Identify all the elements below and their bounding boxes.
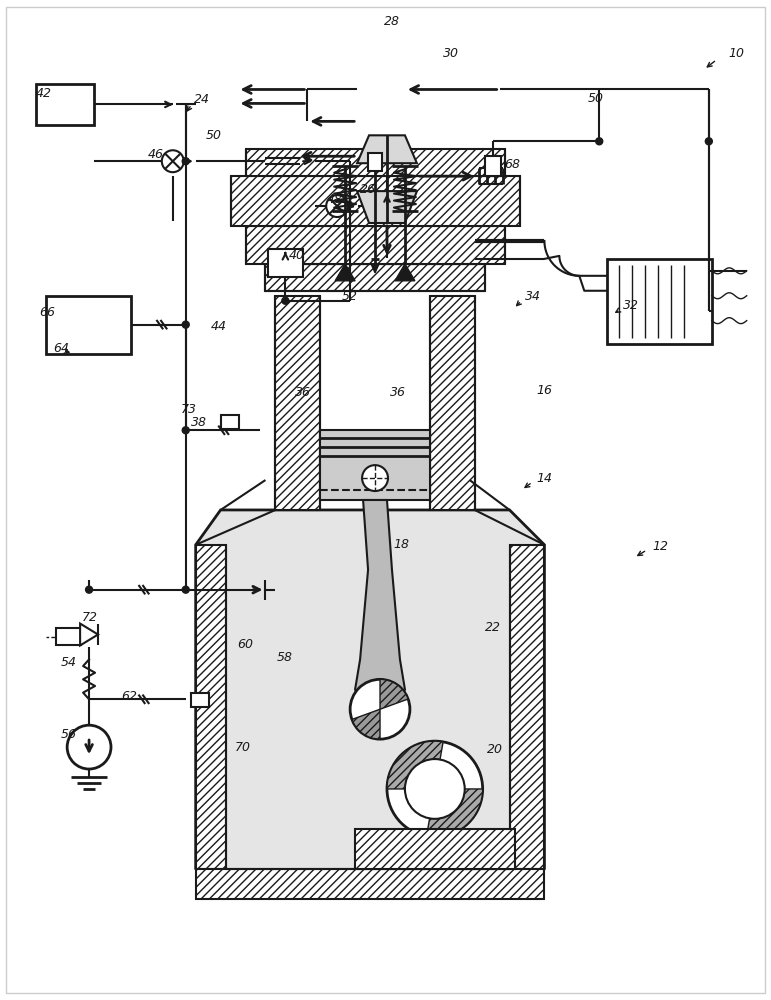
Bar	[275, 296, 320, 510]
Text: 70: 70	[234, 741, 251, 754]
Bar	[196, 545, 226, 869]
Text: 56: 56	[61, 728, 77, 741]
Bar	[36, 84, 94, 125]
Wedge shape	[380, 679, 408, 709]
Text: 40: 40	[288, 249, 305, 262]
Text: 14: 14	[537, 472, 553, 485]
Circle shape	[405, 759, 465, 819]
Text: 24: 24	[194, 93, 210, 106]
Polygon shape	[395, 264, 415, 281]
Bar	[355, 829, 514, 869]
Text: 62: 62	[121, 690, 137, 703]
Bar	[485, 156, 500, 176]
Polygon shape	[335, 264, 355, 281]
Circle shape	[182, 158, 189, 165]
Polygon shape	[357, 191, 417, 223]
Bar	[268, 249, 303, 277]
Bar	[265, 264, 485, 291]
Text: 28: 28	[384, 15, 400, 28]
Wedge shape	[352, 709, 380, 739]
Text: 38: 38	[190, 416, 207, 429]
Text: 58: 58	[276, 651, 292, 664]
Text: 10: 10	[729, 47, 745, 60]
Circle shape	[182, 321, 189, 328]
Text: 68: 68	[504, 158, 520, 171]
Circle shape	[182, 427, 189, 434]
Text: 12: 12	[652, 540, 668, 553]
Text: 50: 50	[588, 92, 603, 105]
Bar	[430, 296, 475, 510]
Polygon shape	[80, 624, 98, 645]
Bar	[190, 693, 209, 707]
Text: 36: 36	[295, 386, 311, 399]
Text: 64: 64	[53, 342, 69, 355]
Bar	[368, 153, 382, 171]
Bar	[245, 149, 504, 176]
Polygon shape	[355, 500, 405, 714]
Text: 60: 60	[237, 638, 254, 651]
Bar	[56, 628, 81, 645]
Text: 22: 22	[485, 621, 500, 634]
Bar	[196, 869, 544, 899]
Wedge shape	[387, 741, 443, 789]
Wedge shape	[426, 789, 483, 837]
Text: 42: 42	[36, 87, 52, 100]
Bar	[46, 296, 131, 354]
Bar	[221, 415, 238, 429]
Text: 20: 20	[487, 743, 503, 756]
Circle shape	[326, 195, 348, 217]
Circle shape	[362, 465, 388, 491]
Text: 16: 16	[537, 384, 553, 397]
Circle shape	[282, 297, 289, 304]
Bar	[245, 226, 504, 264]
Text: 50: 50	[206, 129, 221, 142]
Text: 44: 44	[210, 320, 227, 333]
Text: 52: 52	[342, 290, 359, 303]
Circle shape	[387, 741, 483, 837]
Text: 36: 36	[390, 386, 406, 399]
Text: 26: 26	[360, 183, 376, 196]
Text: 73: 73	[180, 403, 197, 416]
Polygon shape	[320, 430, 430, 500]
Text: 46: 46	[148, 148, 164, 161]
Circle shape	[596, 138, 603, 145]
Polygon shape	[357, 135, 417, 163]
Circle shape	[86, 586, 93, 593]
Text: 72: 72	[82, 611, 98, 624]
Text: 66: 66	[39, 306, 56, 319]
Text: 54: 54	[61, 656, 77, 669]
Circle shape	[162, 150, 183, 172]
Text: 32: 32	[623, 299, 639, 312]
Circle shape	[182, 586, 189, 593]
Circle shape	[350, 679, 410, 739]
Bar	[231, 176, 520, 226]
Bar	[608, 259, 712, 344]
Text: 48: 48	[327, 193, 343, 206]
Bar	[510, 545, 544, 869]
Polygon shape	[196, 510, 544, 899]
Text: 34: 34	[524, 290, 540, 303]
Text: 30: 30	[443, 47, 459, 60]
Polygon shape	[371, 264, 379, 273]
Circle shape	[705, 138, 712, 145]
Text: 18: 18	[393, 538, 409, 551]
Circle shape	[67, 725, 111, 769]
